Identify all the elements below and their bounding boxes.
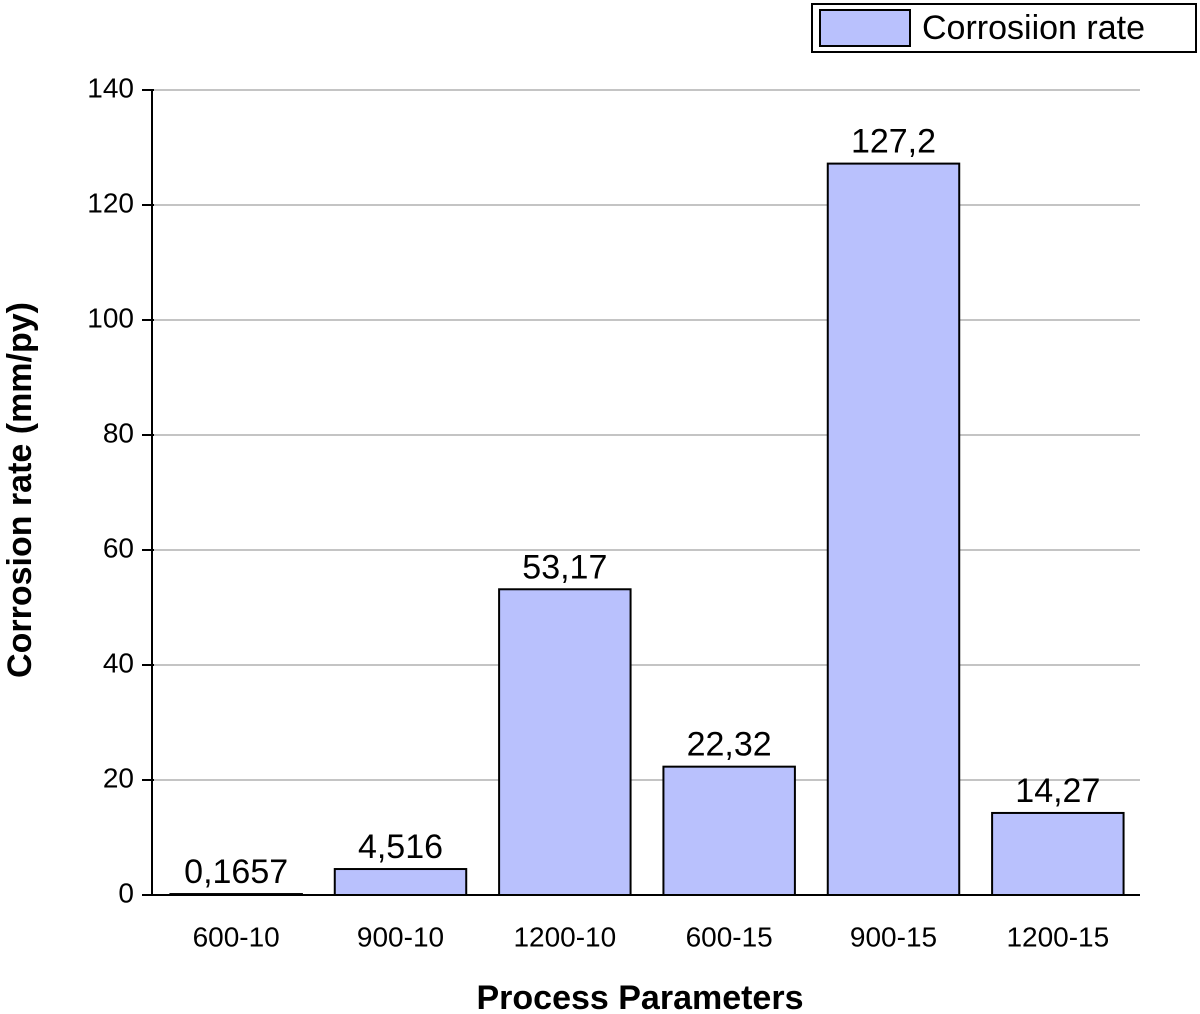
x-axis-title: Process Parameters [476,979,803,1014]
value-label: 53,17 [522,548,607,586]
bar [498,588,632,897]
x-tick-label: 1200-15 [1006,921,1109,952]
legend-swatch [819,9,911,47]
y-tick-label: 40 [103,647,134,678]
x-tick-label: 600-15 [686,921,773,952]
value-label: 0,1657 [184,853,288,891]
y-tick-label: 0 [118,877,134,908]
x-tick-label: 1200-10 [513,921,616,952]
bar [991,811,1125,897]
x-tick-label: 900-10 [357,921,444,952]
x-tick-label: 600-10 [193,921,280,952]
value-label: 127,2 [851,123,936,161]
y-tick-label: 60 [103,532,134,563]
value-label: 4,516 [358,828,443,866]
y-tick-label: 100 [87,302,134,333]
bar [333,868,468,897]
y-tick-label: 120 [87,187,134,218]
bar [826,162,961,897]
y-axis-title: Corrosion rate (mm/py) [1,302,39,678]
y-tick-label: 80 [103,417,134,448]
y-tick-label: 140 [87,72,134,103]
legend-label: Corrosiion rate [922,9,1145,47]
value-label: 14,27 [1015,772,1100,810]
value-label: 22,32 [687,726,772,764]
y-tick-label: 20 [103,762,134,793]
x-tick-label: 900-15 [850,921,937,952]
bar [662,765,796,896]
